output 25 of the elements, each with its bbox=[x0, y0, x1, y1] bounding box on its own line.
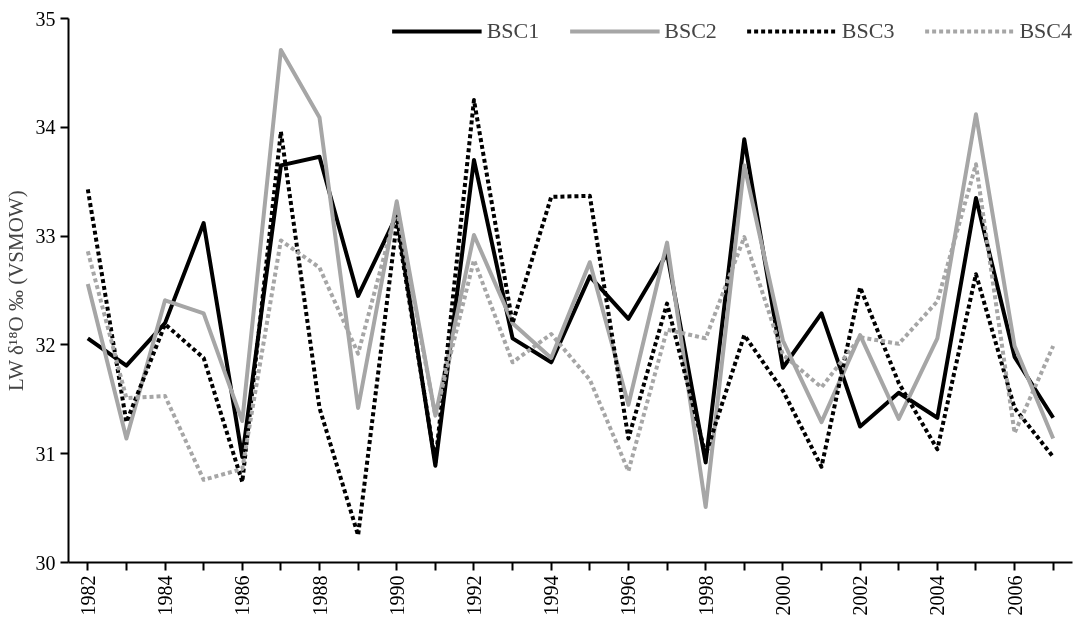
x-tick-label: 2000 bbox=[771, 575, 794, 616]
legend-label: BSC1 bbox=[486, 18, 540, 44]
x-tick-label: 2004 bbox=[926, 575, 949, 616]
y-axis-title: LW δ¹⁸O ‰ (VSMOW) bbox=[3, 190, 28, 391]
y-tick-label: 35 bbox=[35, 7, 56, 30]
y-tick-label: 34 bbox=[35, 116, 56, 139]
x-tick-label: 2002 bbox=[849, 575, 872, 616]
x-tick-label: 1996 bbox=[617, 575, 640, 616]
line-series bbox=[85, 48, 1056, 510]
x-tick-label: 1998 bbox=[694, 575, 717, 616]
x-tick-label: 1994 bbox=[540, 575, 563, 616]
x-tick-label: 1988 bbox=[308, 575, 331, 616]
legend-label: BSC2 bbox=[664, 18, 717, 44]
y-tick-label: 31 bbox=[35, 442, 56, 465]
x-tick-label: 1982 bbox=[76, 575, 99, 616]
x-tick-label: 1986 bbox=[231, 575, 254, 616]
legend-label: BSC4 bbox=[1019, 18, 1072, 44]
x-tick-label: 2006 bbox=[1003, 575, 1026, 616]
legend-label: BSC3 bbox=[841, 18, 895, 44]
y-tick-label: 30 bbox=[35, 551, 56, 574]
y-tick-label: 32 bbox=[35, 333, 56, 356]
x-tick-label: 1992 bbox=[462, 575, 485, 616]
x-tick-label: 1984 bbox=[154, 575, 177, 616]
x-tick-label: 1990 bbox=[385, 575, 408, 616]
y-tick-label: 33 bbox=[35, 225, 56, 248]
